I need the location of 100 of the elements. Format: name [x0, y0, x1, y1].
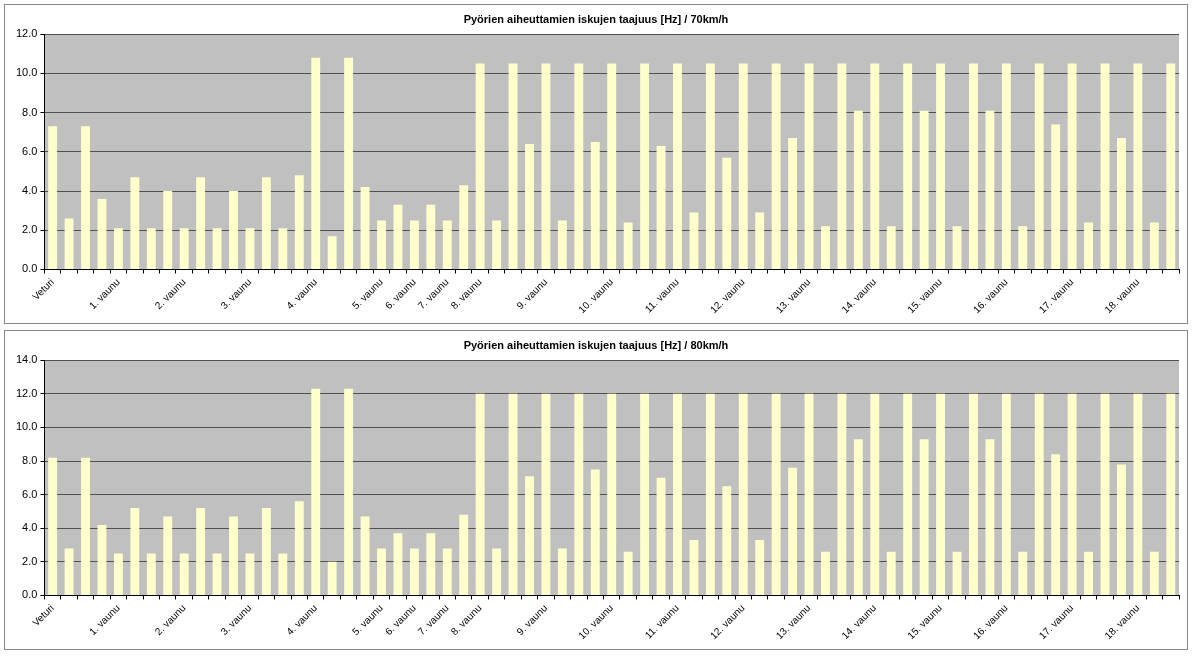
bar — [113, 553, 123, 595]
bar — [130, 508, 140, 595]
bar — [492, 220, 502, 269]
chart-title: Pyörien aiheuttamien iskujen taajuus [Hz] / 70km/h — [463, 12, 729, 25]
bar — [229, 516, 238, 595]
bar — [870, 63, 880, 269]
bar — [64, 218, 74, 269]
bar — [771, 393, 781, 595]
bar — [1018, 551, 1028, 595]
bar — [557, 220, 567, 269]
bar — [245, 553, 255, 595]
bar — [1166, 393, 1176, 595]
bar — [557, 548, 567, 595]
bar — [97, 524, 107, 595]
bar — [936, 393, 946, 595]
bar — [673, 393, 682, 595]
bar — [146, 553, 156, 595]
y-tick-label: 0.0 — [22, 588, 38, 601]
bar — [261, 508, 271, 595]
bar — [574, 393, 584, 595]
bar — [360, 187, 370, 269]
bar — [1133, 63, 1143, 269]
bar — [640, 393, 650, 595]
bar — [294, 501, 304, 595]
bar — [1001, 63, 1011, 269]
bar — [1051, 454, 1061, 595]
bar — [113, 228, 123, 269]
bar — [590, 142, 600, 269]
bar — [656, 477, 666, 595]
bar — [261, 177, 271, 269]
y-tick-label: 2.0 — [22, 554, 38, 567]
y-tick-label: 12.0 — [15, 386, 38, 399]
bar — [1166, 63, 1176, 269]
bar — [475, 393, 485, 595]
bar — [1034, 63, 1044, 269]
bar — [870, 393, 880, 595]
bar — [738, 63, 748, 269]
bar — [344, 57, 354, 269]
bar — [853, 439, 863, 595]
bar — [952, 551, 962, 595]
bar — [442, 220, 452, 269]
bar — [377, 220, 386, 269]
y-tick-label: 0.0 — [22, 262, 38, 275]
bar — [1149, 222, 1159, 269]
bar — [673, 63, 682, 269]
bar — [278, 553, 288, 595]
bar — [969, 393, 978, 595]
bar — [278, 228, 288, 269]
bar — [1067, 393, 1077, 595]
bar — [985, 110, 995, 269]
bar — [442, 548, 452, 595]
y-tick-label: 8.0 — [22, 454, 38, 467]
bar — [327, 561, 337, 595]
bar — [377, 548, 386, 595]
bar — [1067, 63, 1077, 269]
bar — [409, 548, 419, 595]
bar — [130, 177, 140, 269]
bar — [525, 143, 534, 269]
bar — [409, 220, 419, 269]
bar — [903, 63, 913, 269]
bar — [574, 63, 584, 269]
bar — [311, 57, 321, 269]
bar — [903, 393, 913, 595]
bar — [459, 185, 469, 269]
bar — [607, 393, 617, 595]
bar — [146, 228, 156, 269]
bar — [48, 126, 58, 269]
bar — [294, 175, 304, 269]
bar — [936, 63, 946, 269]
bar — [311, 388, 321, 595]
bar — [81, 126, 90, 269]
bar — [771, 63, 781, 269]
bar — [837, 63, 847, 269]
bar — [541, 393, 551, 595]
bar — [952, 226, 962, 269]
y-tick-label: 10.0 — [15, 420, 38, 433]
bar — [722, 157, 732, 269]
bar — [640, 63, 650, 269]
bar — [689, 540, 699, 595]
bar — [229, 191, 238, 269]
bar — [541, 63, 551, 269]
bar — [1149, 551, 1159, 595]
bar — [1100, 393, 1110, 595]
bar — [689, 212, 699, 269]
bar — [360, 516, 370, 595]
bar — [212, 228, 222, 269]
bar — [344, 388, 354, 595]
bar — [722, 486, 732, 595]
bar — [1084, 222, 1093, 269]
bar — [393, 533, 403, 595]
bar — [919, 439, 929, 595]
bar — [738, 393, 748, 595]
bar — [525, 476, 534, 595]
bar — [1117, 464, 1126, 595]
bar — [245, 228, 255, 269]
bar — [1133, 393, 1143, 595]
bar — [755, 212, 765, 269]
bar — [393, 204, 403, 269]
bar — [837, 393, 847, 595]
bar — [196, 177, 206, 269]
